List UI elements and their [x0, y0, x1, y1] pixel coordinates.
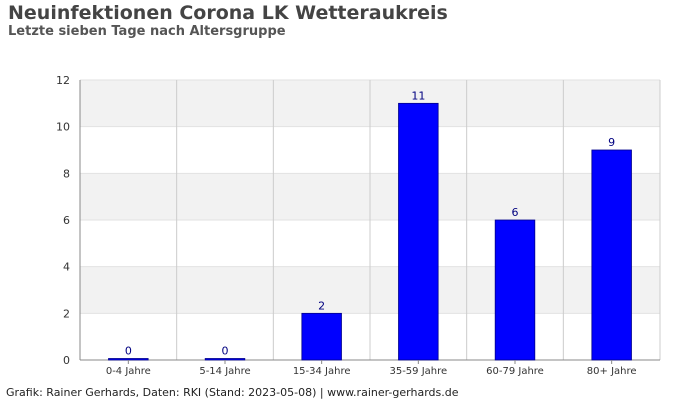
x-tick-label: 15-34 Jahre [293, 366, 351, 377]
y-tick-label: 6 [63, 214, 70, 227]
bar [204, 358, 246, 361]
x-tick-label: 80+ Jahre [587, 366, 637, 377]
x-tick-label: 60-79 Jahre [486, 366, 544, 377]
bar [494, 219, 536, 361]
chart-title: Neuinfektionen Corona LK Wetteraukreis [8, 2, 448, 24]
y-tick-label: 8 [63, 167, 70, 180]
chart-subtitle: Letzte sieben Tage nach Altersgruppe [8, 24, 286, 39]
y-tick-label: 4 [63, 261, 70, 274]
bar [398, 102, 439, 361]
bar-value-label: 0 [222, 345, 229, 358]
bar [108, 358, 149, 361]
x-tick-label: 35-59 Jahre [389, 366, 447, 377]
x-tick-label: 5-14 Jahre [199, 366, 250, 377]
bar-value-label: 11 [411, 89, 425, 102]
y-tick-label: 2 [63, 307, 70, 320]
bar-value-label: 0 [125, 345, 132, 358]
bar [301, 312, 342, 361]
bar-value-label: 9 [608, 136, 615, 149]
footer-credit: Grafik: Rainer Gerhards, Daten: RKI (Sta… [6, 386, 459, 399]
bar [591, 149, 632, 361]
bar-value-label: 2 [318, 299, 325, 312]
y-tick-label: 12 [56, 74, 70, 87]
x-tick-label: 0-4 Jahre [106, 366, 151, 377]
bar-value-label: 6 [512, 206, 519, 219]
y-tick-label: 0 [63, 354, 70, 367]
y-tick-label: 10 [56, 121, 70, 134]
